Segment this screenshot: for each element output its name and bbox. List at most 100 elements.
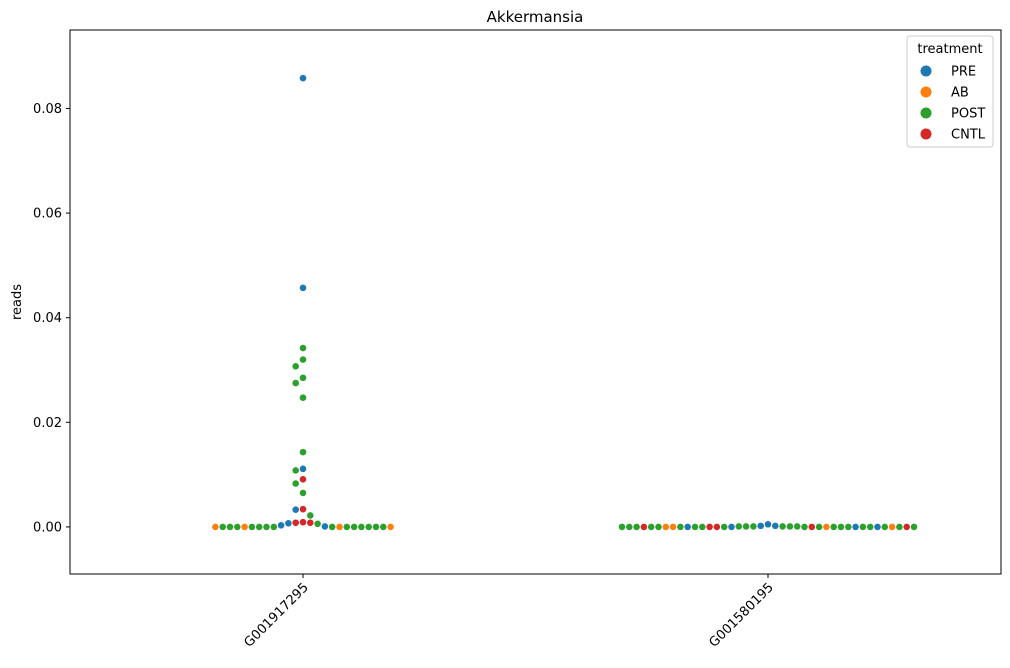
data-point-ab bbox=[822, 523, 831, 531]
x-tick-label: G001917295 bbox=[241, 580, 311, 650]
data-point-post bbox=[364, 523, 373, 531]
data-point-post bbox=[778, 522, 787, 531]
y-tick-label: 0.00 bbox=[33, 520, 62, 535]
x-axis: G001917295 G001580195 bbox=[241, 574, 777, 651]
data-point-cntl bbox=[306, 518, 315, 527]
data-point-post bbox=[837, 523, 845, 531]
data-point-pre bbox=[727, 523, 736, 531]
data-point-post bbox=[313, 519, 322, 528]
y-tick-label: 0.04 bbox=[33, 311, 62, 326]
data-point-pre bbox=[683, 523, 692, 531]
data-point-post bbox=[793, 522, 802, 531]
data-points bbox=[211, 74, 918, 531]
data-point-pre bbox=[299, 283, 307, 292]
data-point-post bbox=[357, 523, 366, 531]
x-tick-label: G001580195 bbox=[706, 580, 776, 650]
data-point-post bbox=[299, 393, 307, 402]
data-point-post bbox=[291, 379, 300, 387]
legend-label-post: POST bbox=[951, 107, 985, 122]
data-point-ab bbox=[661, 523, 670, 531]
y-tick-label: 0.06 bbox=[33, 207, 62, 222]
data-point-post bbox=[844, 523, 853, 531]
data-point-post bbox=[829, 523, 838, 531]
data-point-post bbox=[350, 523, 358, 531]
data-point-post bbox=[328, 523, 337, 531]
data-point-post bbox=[372, 523, 380, 531]
data-point-ab bbox=[386, 523, 395, 531]
data-point-post bbox=[866, 523, 875, 531]
data-point-post bbox=[698, 523, 707, 531]
data-point-post bbox=[255, 523, 264, 531]
legend-title: treatment bbox=[917, 42, 982, 57]
y-tick-label: 0.02 bbox=[33, 416, 62, 431]
data-point-post bbox=[859, 523, 867, 531]
data-point-post bbox=[299, 355, 307, 364]
data-point-ab bbox=[335, 523, 344, 531]
data-point-post bbox=[291, 362, 300, 371]
data-point-post bbox=[734, 522, 743, 531]
data-point-pre bbox=[771, 521, 780, 530]
data-point-post bbox=[299, 373, 307, 382]
data-point-post bbox=[299, 344, 307, 352]
data-point-cntl bbox=[299, 505, 307, 514]
data-point-post bbox=[880, 523, 889, 531]
data-point-pre bbox=[851, 523, 860, 531]
data-point-post bbox=[299, 448, 307, 457]
data-point-post bbox=[306, 511, 315, 520]
data-point-post bbox=[379, 523, 388, 531]
data-point-post bbox=[291, 466, 300, 475]
chart-title: Akkermansia bbox=[487, 8, 584, 26]
data-point-post bbox=[218, 523, 227, 531]
data-point-pre bbox=[299, 74, 307, 83]
data-point-pre bbox=[291, 505, 300, 514]
data-point-cntl bbox=[713, 523, 721, 531]
data-point-post bbox=[742, 522, 750, 531]
data-point-post bbox=[269, 523, 278, 531]
data-point-pre bbox=[764, 520, 772, 529]
data-point-post bbox=[342, 523, 351, 531]
data-point-post bbox=[910, 523, 918, 531]
data-point-post bbox=[247, 523, 256, 531]
data-point-pre bbox=[873, 523, 882, 531]
legend-box bbox=[906, 35, 994, 148]
legend: treatment PRE AB POST CNTL bbox=[906, 35, 994, 148]
data-point-pre bbox=[284, 519, 293, 528]
data-point-post bbox=[291, 479, 300, 488]
data-point-cntl bbox=[291, 518, 300, 527]
data-point-post bbox=[676, 523, 685, 531]
data-point-post bbox=[800, 523, 809, 531]
data-point-post bbox=[720, 523, 729, 531]
data-point-cntl bbox=[299, 475, 307, 484]
data-point-ab bbox=[240, 523, 249, 531]
y-tick-label: 0.08 bbox=[33, 102, 62, 117]
legend-marker-cntl bbox=[920, 128, 932, 140]
data-point-cntl bbox=[299, 518, 307, 527]
data-point-pre bbox=[299, 464, 307, 473]
data-point-post bbox=[815, 523, 823, 531]
data-point-ab bbox=[669, 523, 677, 531]
data-point-post bbox=[895, 523, 904, 531]
data-point-cntl bbox=[705, 523, 714, 531]
legend-label-cntl: CNTL bbox=[951, 128, 986, 143]
data-point-post bbox=[691, 523, 699, 531]
y-axis: 0.00 0.02 0.04 0.06 0.08 bbox=[33, 102, 70, 535]
data-point-pre bbox=[756, 521, 765, 530]
legend-label-pre: PRE bbox=[951, 65, 976, 80]
data-point-post bbox=[299, 489, 307, 497]
legend-entries: PRE AB POST CNTL bbox=[920, 65, 986, 143]
data-point-post bbox=[632, 523, 641, 531]
data-point-post bbox=[749, 522, 758, 531]
legend-marker-post bbox=[920, 107, 932, 119]
data-point-post bbox=[233, 523, 242, 531]
plot-frame bbox=[69, 29, 1002, 575]
data-point-post bbox=[262, 523, 271, 531]
data-point-post bbox=[226, 523, 234, 531]
data-point-pre bbox=[320, 522, 329, 531]
data-point-post bbox=[654, 523, 663, 531]
data-point-pre bbox=[277, 521, 285, 530]
data-point-post bbox=[647, 523, 656, 531]
data-point-ab bbox=[211, 523, 220, 531]
y-axis-label: reads bbox=[10, 284, 25, 320]
legend-label-ab: AB bbox=[951, 86, 969, 101]
